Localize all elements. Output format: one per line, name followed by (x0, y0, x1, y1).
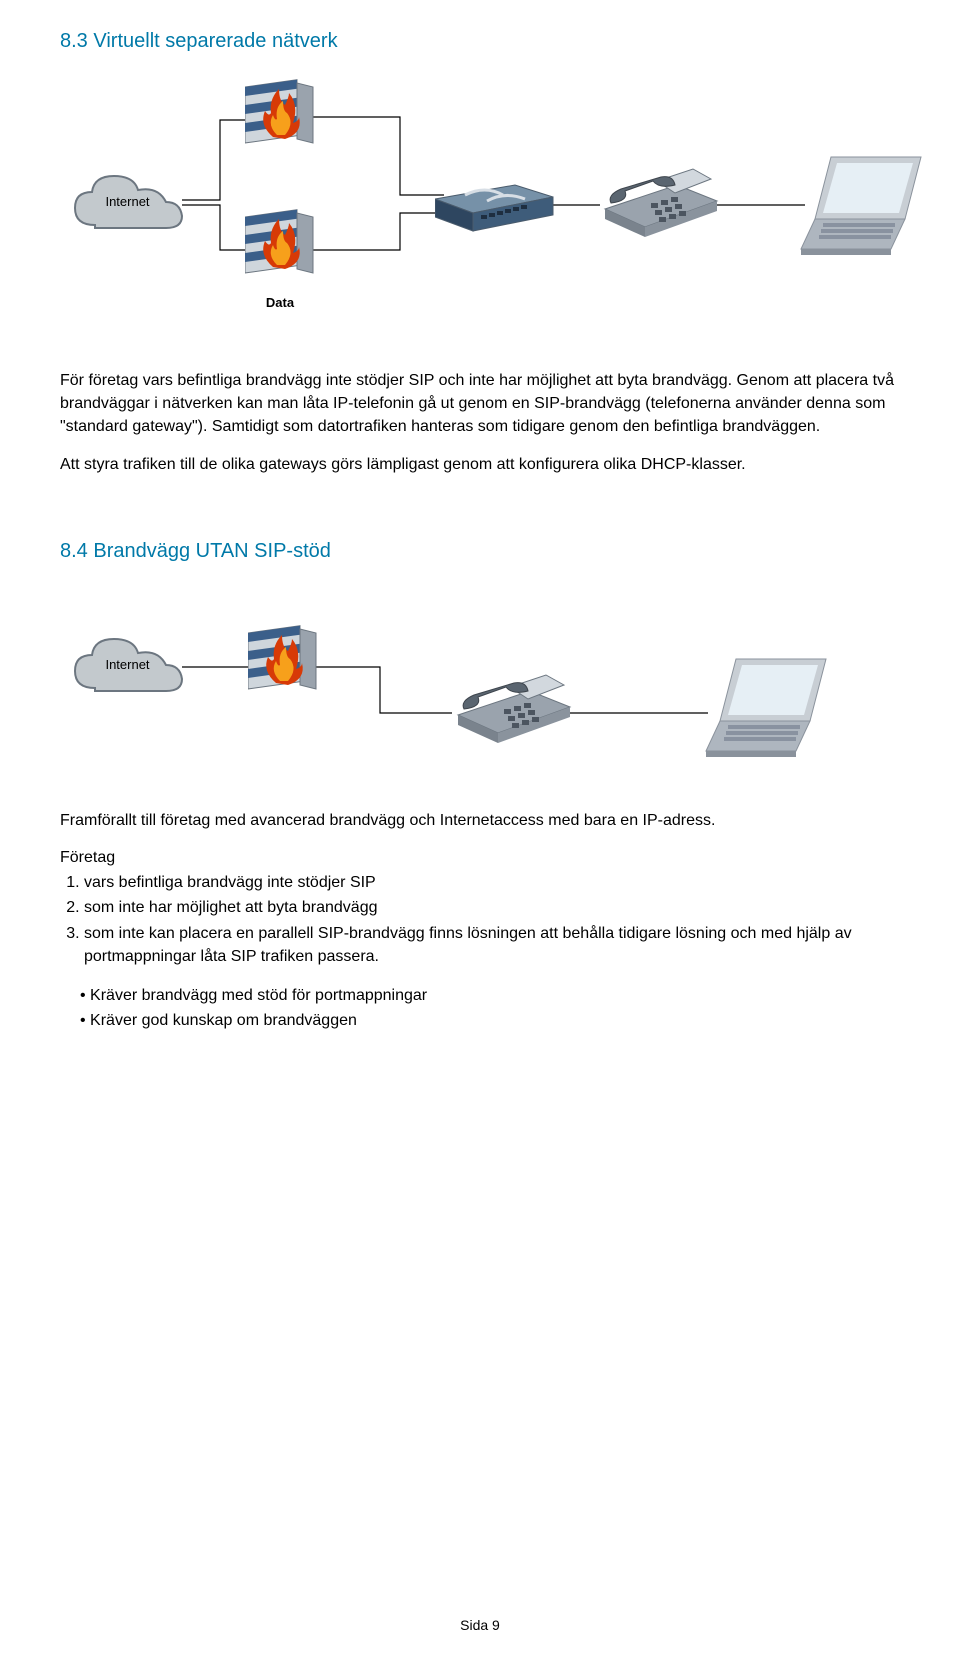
node-laptop-84 (700, 655, 832, 766)
node-firewall1-83 (245, 77, 317, 160)
node-laptop-83 (795, 153, 927, 264)
list-item: Kräver brandvägg med stöd för portmappni… (80, 984, 900, 1007)
data-label-83: Data (250, 295, 310, 310)
node-firewall-84 (248, 623, 320, 706)
bullet-list-84: Kräver brandvägg med stöd för portmappni… (60, 984, 900, 1032)
cloud-83-label: Internet (70, 194, 185, 209)
cloud-84-label: Internet (70, 657, 185, 672)
list-item: vars befintliga brandvägg inte stödjer S… (84, 871, 900, 894)
node-cloud-84: Internet (70, 633, 185, 704)
page-footer: Sida 9 (0, 1617, 960, 1633)
node-firewall2-83 (245, 207, 317, 290)
node-phone-84 (448, 671, 578, 756)
section-84-title: 8.4 Brandvägg UTAN SIP-stöd (60, 540, 900, 563)
diagram-83: Internet Data (60, 65, 900, 345)
node-phone-83 (595, 165, 725, 250)
node-cloud-83: Internet (70, 170, 185, 241)
list-item: Kräver god kunskap om brandväggen (80, 1009, 900, 1032)
section-83-title: 8.3 Virtuellt separerade nätverk (60, 30, 900, 53)
numbered-list-84: vars befintliga brandvägg inte stödjer S… (60, 871, 900, 968)
node-switch-83 (435, 177, 557, 240)
para-84-1: Framförallt till företag med avancerad b… (60, 809, 900, 832)
list-item: som inte har möjlighet att byta brandväg… (84, 896, 900, 919)
para-83-2: Att styra trafiken till de olika gateway… (60, 453, 900, 476)
page: 8.3 Virtuellt separerade nätverk Interne… (0, 0, 960, 1663)
list-item: som inte kan placera en parallell SIP-br… (84, 922, 900, 968)
diagram-84: Internet (60, 575, 900, 785)
list-intro-84: Företag (60, 846, 900, 869)
para-83-1: För företag vars befintliga brandvägg in… (60, 369, 900, 439)
